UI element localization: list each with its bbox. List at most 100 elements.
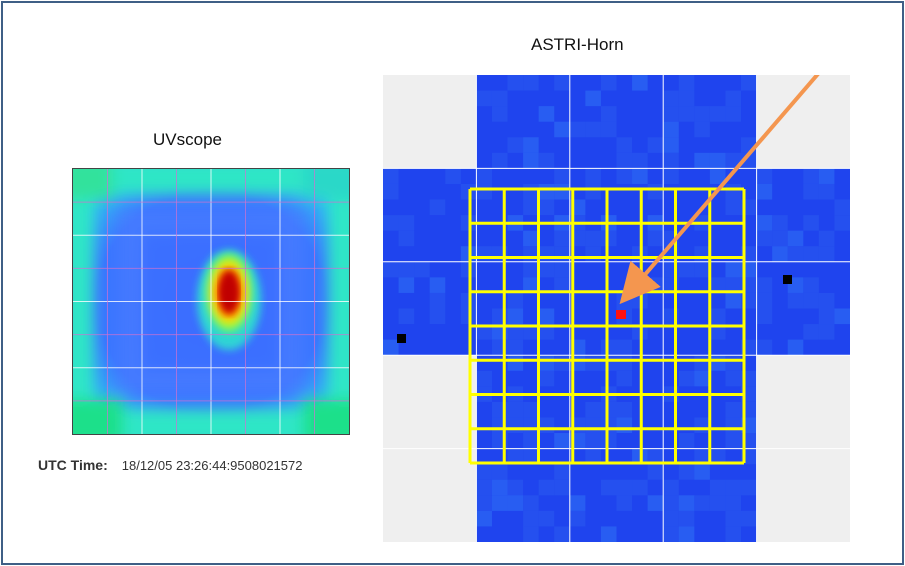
camera-pixel [585,355,601,371]
camera-pixel [600,106,617,122]
camera-pixel [476,324,492,340]
camera-pixel [694,370,710,387]
camera-pixel [663,152,679,169]
camera-pixel [538,510,555,527]
camera-pixel [507,355,524,371]
camera-pixel [554,261,570,278]
camera-pixel [507,495,524,511]
camera-pixel [429,292,446,309]
camera-pixel [523,152,539,169]
camera-pixel [678,526,695,542]
camera-pixel [476,495,492,511]
camera-pixel [507,324,524,340]
pointer-arrow [619,75,820,305]
camera-pixel [523,277,539,293]
uvscope-title: UVscope [153,130,222,149]
camera-pixel [476,464,492,480]
camera-pixel [554,183,570,200]
camera-pixel [585,246,601,262]
camera-pixel [554,479,570,496]
camera-pixel [507,308,524,325]
camera-pixel [585,230,601,247]
camera-pixel [632,152,648,169]
camera-pixel [585,121,601,138]
camera-pixel [709,152,726,169]
camera-pixel [585,183,601,200]
camera-pixel [709,106,726,122]
camera-pixel [538,324,555,340]
camera-pixel [632,75,648,91]
camera-pixel [616,495,633,511]
utc-time-label: UTC Time: [38,457,108,473]
camera-pixel [709,308,726,325]
camera-pixel [647,137,664,153]
camera-pixel [398,308,415,325]
camera-pixel [569,510,586,527]
camera-pixel [694,417,710,434]
camera-pixel [554,246,570,262]
camera-pixel [678,510,695,527]
camera-pixel [538,261,555,278]
camera-pixel [523,526,539,542]
camera-pixel [647,183,664,200]
camera-pixel [476,246,492,262]
camera-pixel [491,479,508,496]
camera-pixel [818,183,835,200]
camera-pixel [725,526,742,542]
camera-pixel [616,137,633,153]
camera-pixel [383,215,399,231]
camera-pixel [523,433,539,449]
camera-pixel [600,433,617,449]
camera-pixel [600,75,617,91]
camera-pixel [678,464,695,480]
camera-pixel [523,510,539,527]
camera-pixel [600,230,617,247]
camera-pixel [523,261,539,278]
camera-pixel [383,261,399,278]
camera-pixel [616,401,633,418]
camera-pixel [523,448,539,465]
camera-pixel [445,168,461,184]
camera-pixel [772,215,788,231]
camera-pixel [756,183,773,200]
camera-pixel [429,199,446,216]
camera-pixel [725,401,742,418]
camera-pixel [694,355,710,371]
camera-pixel [616,417,633,434]
camera-pixel [694,464,710,480]
camera-pixel [476,90,492,107]
camera-pixel [741,510,757,527]
camera-pixel [663,526,679,542]
camera-pixel [787,292,804,309]
camera-pixel [585,417,601,434]
camera-pixel [725,183,742,200]
camera-pixel [507,75,524,91]
camera-pixel [398,215,415,231]
camera-pixel [523,246,539,262]
camera-pixel [476,479,492,496]
camera-pixel [725,199,742,216]
camera-pixel [725,433,742,449]
camera-pixel [725,277,742,293]
camera-pixel [507,401,524,418]
camera-pixel [616,152,633,169]
camera-pixel [694,246,710,262]
camera-pixel [803,277,819,293]
camera-pixel [647,448,664,465]
camera-pixel [818,168,835,184]
camera-pixel [600,479,617,496]
camera-pixel [663,121,679,138]
camera-pixel [538,106,555,122]
camera-pixel [569,121,586,138]
camera-pixel [507,292,524,309]
camera-pixel [678,433,695,449]
camera-pixel [585,90,601,107]
camera-pixel [429,277,446,293]
camera-pixel [725,292,742,309]
camera-pixel [663,137,679,153]
astri-horn-camera [383,75,850,542]
camera-pixel [616,370,633,387]
camera-pixel [741,75,757,91]
camera-pixel [663,510,679,527]
camera-pixel [398,230,415,247]
